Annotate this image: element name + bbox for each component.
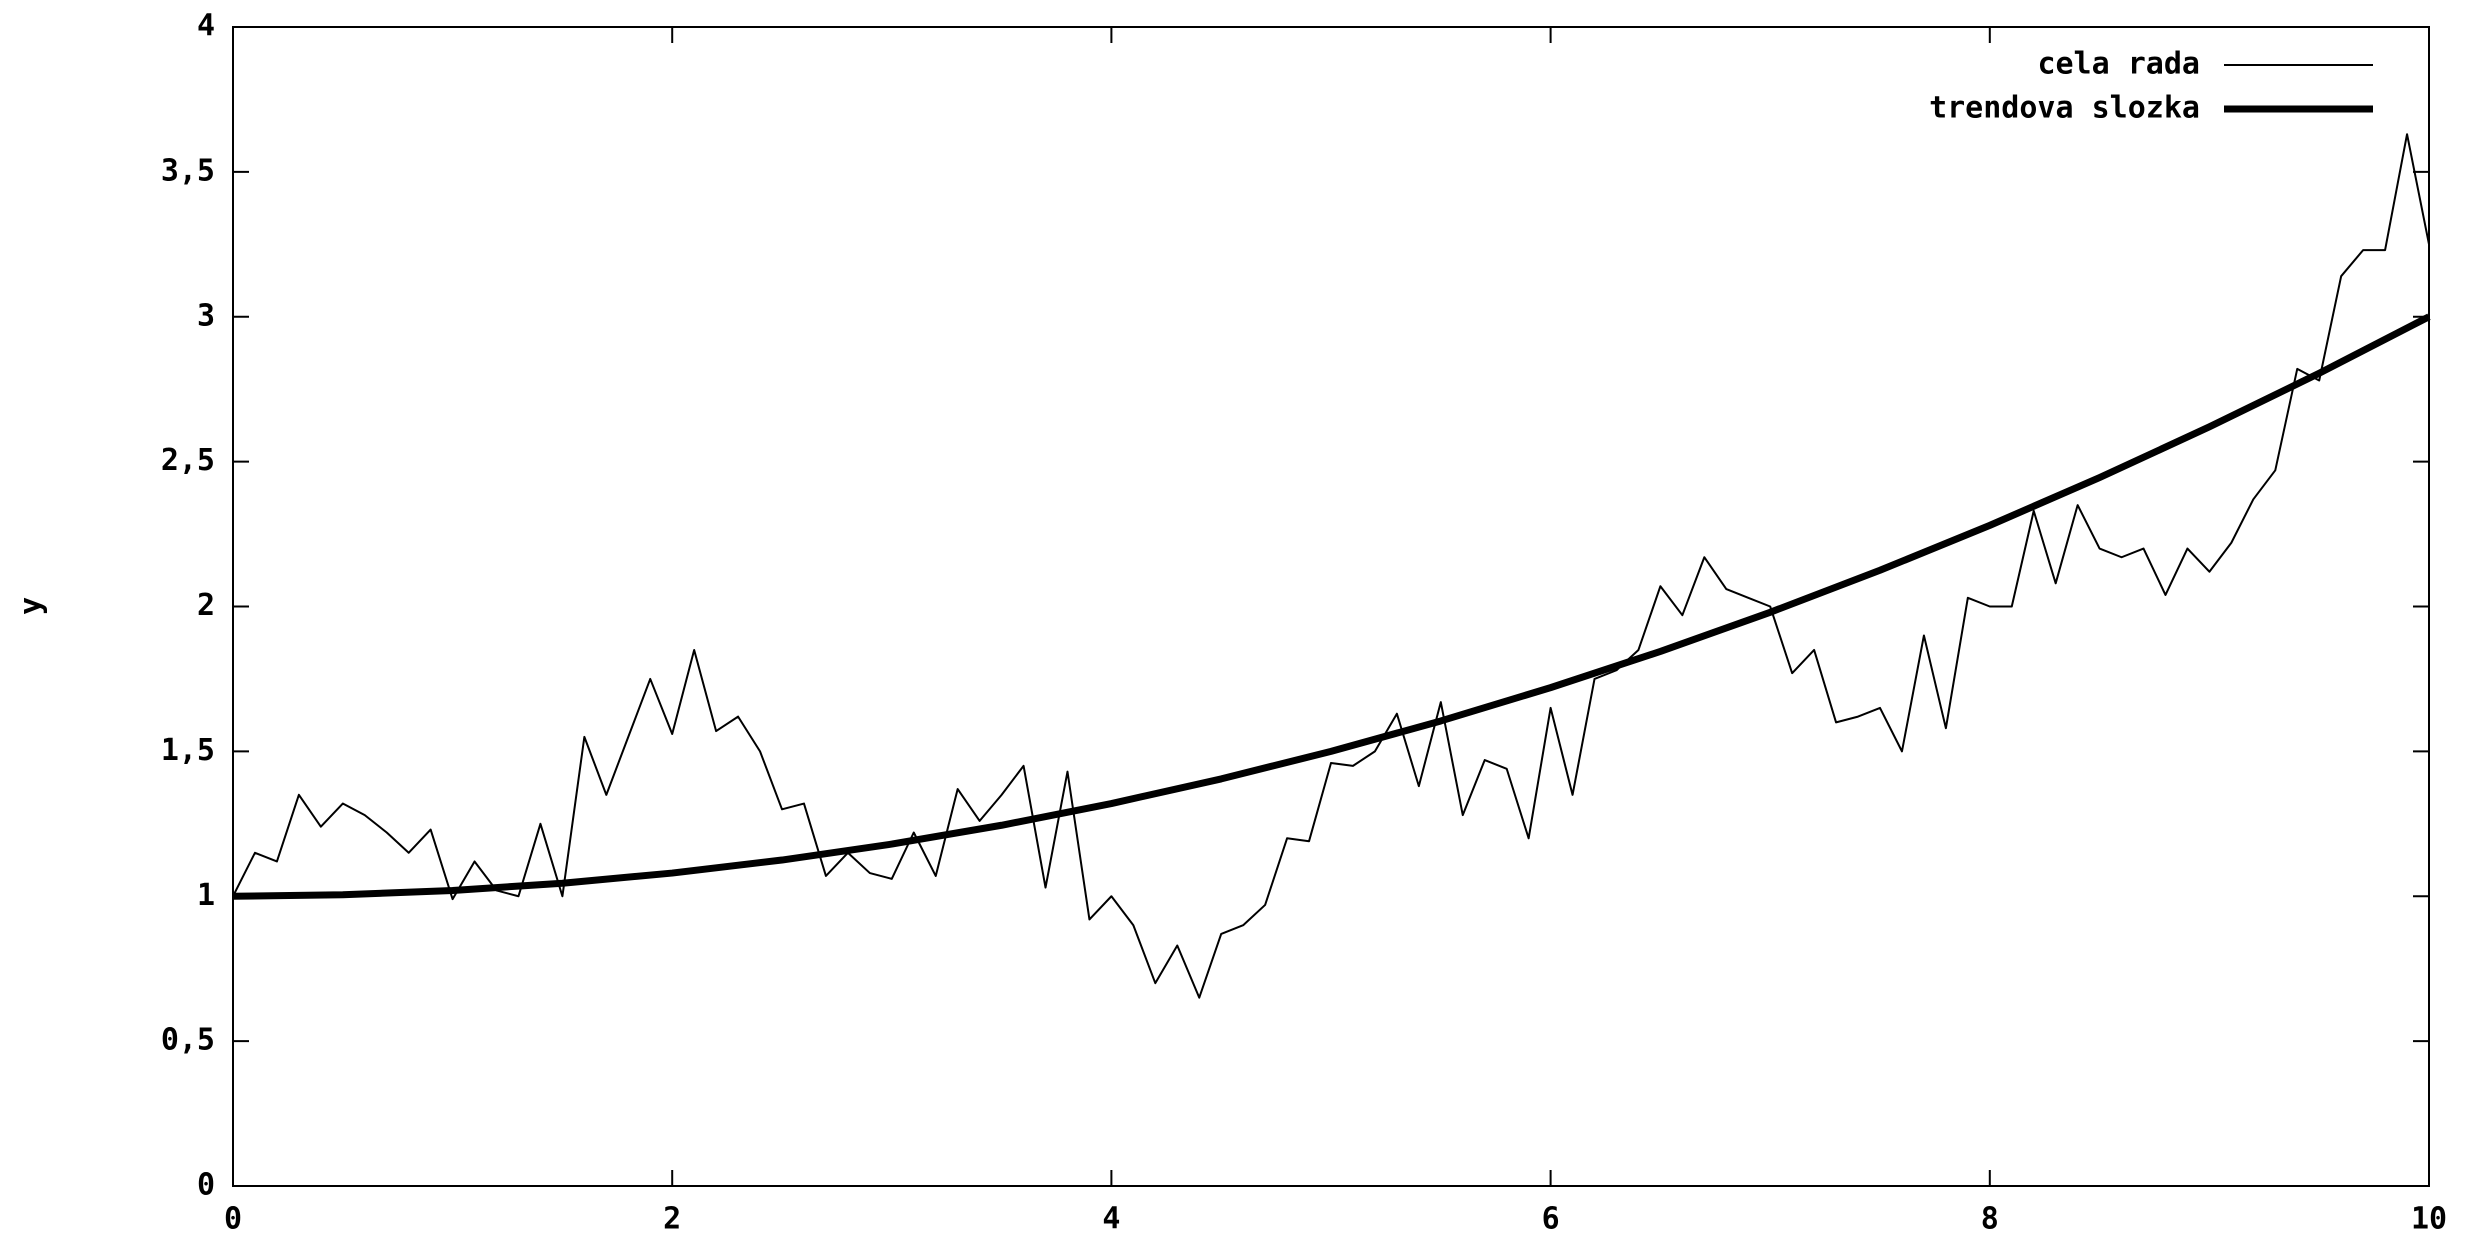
x-tick-label: 10 [2411,1202,2447,1237]
data-line [232,133,2430,999]
x-tick-label: 2 [663,1202,681,1237]
legend-label: cela rada [2037,47,2200,82]
y-axis-label: y [14,597,49,615]
y-tick-label: 2,5 [161,443,215,478]
x-tick-label: 0 [224,1202,242,1237]
y-tick-label: 3 [197,298,215,333]
y-tick-label: 4 [197,9,215,44]
y-tick-label: 0,5 [161,1023,215,1058]
legend-label: trendova slozka [1929,91,2200,126]
y-tick-label: 2 [197,588,215,623]
data-line [232,313,2431,900]
y-tick-label: 3,5 [161,153,215,188]
plot-frame [232,26,2430,1187]
x-tick-label: 8 [1981,1202,1999,1237]
y-tick-label: 1,5 [161,733,215,768]
x-tick-label: 6 [1542,1202,1560,1237]
x-tick-label: 4 [1102,1202,1120,1237]
y-tick-label: 1 [197,878,215,913]
y-tick-label: 0 [197,1168,215,1203]
